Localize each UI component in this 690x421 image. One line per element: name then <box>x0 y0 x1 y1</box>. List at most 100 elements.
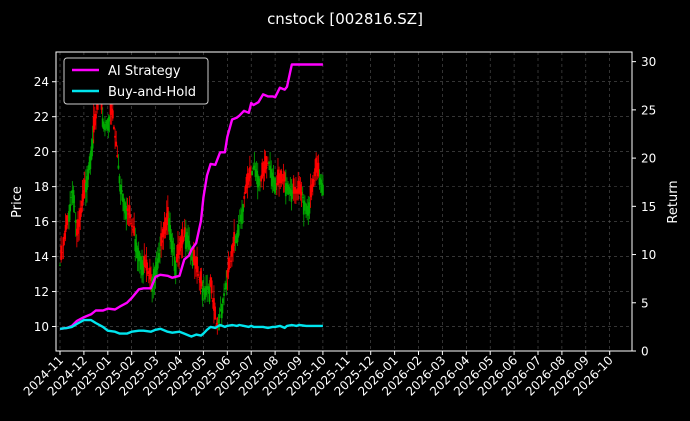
candle-body <box>255 170 258 177</box>
candle-body <box>306 205 309 212</box>
left-tick-label: 20 <box>34 145 49 159</box>
candle-body <box>126 208 129 212</box>
candle-body <box>247 173 250 182</box>
candle-body <box>118 176 121 184</box>
candle-body <box>246 173 249 185</box>
candle-body <box>288 186 291 189</box>
candle-body <box>216 317 219 325</box>
candle-body <box>274 183 277 191</box>
candle-body <box>252 167 255 170</box>
candle-body <box>159 249 161 251</box>
candle-body <box>271 172 274 187</box>
candle-body <box>168 218 170 232</box>
candle-body <box>181 229 184 245</box>
candle-body <box>104 123 106 131</box>
candle-body <box>298 181 301 194</box>
candle-body <box>319 179 322 184</box>
candle-body <box>218 314 221 318</box>
candle-body <box>74 219 77 223</box>
candle-body <box>124 202 127 214</box>
candle-body <box>87 169 89 180</box>
legend-label-ai-strategy: AI Strategy <box>108 64 181 79</box>
candle-body <box>160 233 163 247</box>
candle-body <box>141 260 143 276</box>
candle-body <box>280 170 283 184</box>
candle-body <box>318 177 321 185</box>
candle-body <box>169 225 172 240</box>
candle-body <box>175 253 178 262</box>
candle-body <box>232 243 234 252</box>
candle-body <box>134 239 137 252</box>
candle-body <box>173 256 176 272</box>
candle-body <box>287 184 289 195</box>
candle-body <box>108 116 111 122</box>
candle-body <box>122 193 124 202</box>
candle-body <box>116 155 119 157</box>
candle-body <box>311 178 314 187</box>
candle-body <box>148 267 151 280</box>
candle-body <box>275 183 278 185</box>
candle-body <box>155 261 158 270</box>
candle-body <box>313 180 315 182</box>
candle-body <box>290 190 293 202</box>
candle-body <box>297 180 300 194</box>
candle-body <box>81 193 84 206</box>
candle-body <box>304 202 306 205</box>
candle-body <box>143 255 146 266</box>
candle-body <box>165 213 168 226</box>
candle-body <box>284 183 287 197</box>
right-tick-label: 25 <box>641 103 656 117</box>
candle-body <box>65 215 68 226</box>
candle-body <box>317 162 320 177</box>
candle-body <box>295 189 297 194</box>
candle-body <box>138 253 141 261</box>
candle-body <box>95 113 97 119</box>
candle-body <box>139 256 142 270</box>
candle-body <box>292 178 295 194</box>
candle-body <box>253 165 256 169</box>
candle-body <box>243 196 246 199</box>
candle-body <box>73 205 76 207</box>
candle-body <box>279 178 282 184</box>
left-tick-label: 16 <box>34 215 49 229</box>
candle-body <box>128 205 131 219</box>
candle-body <box>214 306 216 320</box>
candle-body <box>270 169 273 178</box>
left-tick-label: 12 <box>34 285 49 299</box>
candle-body <box>248 167 251 178</box>
candle-body <box>236 230 239 243</box>
candle-body <box>300 191 303 196</box>
candle-body <box>202 288 205 290</box>
right-y-axis: 0 5 10 15 20 25 30 <box>632 55 656 359</box>
candle-body <box>289 188 292 195</box>
candle-body <box>131 225 133 227</box>
candle-body <box>135 242 138 253</box>
candle-body <box>199 271 202 283</box>
chart-title: cnstock [002816.SZ] <box>267 10 423 28</box>
candle-body <box>230 245 233 257</box>
candle-body <box>307 207 310 216</box>
candle-body <box>144 264 147 268</box>
candle-body <box>211 299 214 303</box>
candle-body <box>296 190 298 194</box>
candle-body <box>163 222 166 234</box>
candle-body <box>238 219 241 222</box>
candle-body <box>268 162 270 164</box>
candle-body <box>254 169 257 178</box>
candle-body <box>86 176 88 190</box>
candle-body <box>119 184 122 195</box>
left-tick-label: 18 <box>34 180 49 194</box>
candle-body <box>154 265 157 276</box>
candle-body <box>196 256 198 273</box>
candle-body <box>66 215 69 219</box>
candle-body <box>204 288 206 300</box>
candle-body <box>198 279 201 281</box>
candle-body <box>170 233 173 242</box>
candle-body <box>117 165 120 169</box>
candle-body <box>272 176 275 183</box>
candle-body <box>251 170 254 176</box>
candle-body <box>314 168 316 177</box>
candle-body <box>79 209 82 220</box>
candle-body <box>213 298 215 311</box>
left-tick-label: 10 <box>34 320 49 334</box>
